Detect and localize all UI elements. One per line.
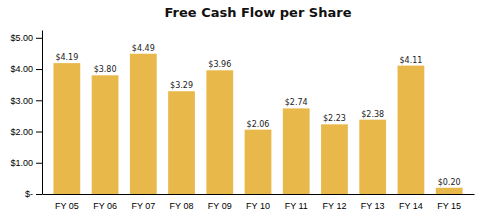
x-tick-label: FY 09 bbox=[208, 201, 232, 211]
x-tick: FY 08 bbox=[170, 201, 194, 211]
bar bbox=[53, 63, 80, 194]
x-tick-label: FY 15 bbox=[437, 201, 461, 211]
bar bbox=[321, 124, 348, 194]
x-tick: FY 07 bbox=[131, 201, 155, 211]
bar bbox=[398, 66, 425, 194]
y-tick-mark bbox=[36, 69, 42, 70]
data-label: $2.38 bbox=[361, 110, 384, 119]
x-tick-label: FY 14 bbox=[399, 201, 423, 211]
chart: Free Cash Flow per Share$4.19$3.80$4.49$… bbox=[0, 0, 484, 216]
x-axis: FY 05 FY 06 FY 07 FY 08 FY 09 FY 10 FY 11 FY 12… bbox=[43, 195, 475, 212]
data-label: $4.11 bbox=[399, 56, 422, 65]
y-tick: $2.00 bbox=[10, 127, 42, 137]
x-tick-label: FY 05 bbox=[55, 201, 79, 211]
data-label: $2.74 bbox=[285, 98, 308, 107]
data-label: $0.20 bbox=[438, 178, 461, 187]
x-tick-label: FY 08 bbox=[170, 201, 194, 211]
data-label: $3.29 bbox=[170, 81, 193, 90]
y-tick: $5.00 bbox=[10, 33, 42, 43]
x-tick: FY 11 bbox=[285, 201, 308, 211]
x-tick: FY 09 bbox=[208, 201, 232, 211]
data-label: $3.96 bbox=[208, 60, 231, 69]
x-tick: FY 10 bbox=[246, 201, 270, 211]
y-tick-label: $4.00 bbox=[10, 64, 33, 74]
data-labels: $4.19 $3.80 $4.49 $3.29 $3.96 $2.06 $2.74 $2.23… bbox=[55, 44, 460, 187]
x-tick: FY 05 bbox=[55, 201, 79, 211]
x-tick-label: FY 06 bbox=[93, 201, 117, 211]
bar bbox=[283, 108, 310, 194]
x-tick: FY 13 bbox=[361, 201, 385, 211]
x-tick-label: FY 07 bbox=[131, 201, 155, 211]
y-tick-mark bbox=[36, 38, 42, 39]
x-tick: FY 06 bbox=[93, 201, 117, 211]
y-axis-line bbox=[42, 31, 43, 195]
x-tick-label: FY 12 bbox=[323, 201, 347, 211]
y-tick-mark bbox=[36, 100, 42, 101]
data-label: $2.23 bbox=[323, 114, 346, 123]
bar bbox=[206, 70, 233, 194]
x-axis-line bbox=[43, 194, 475, 195]
bar bbox=[436, 188, 463, 194]
y-tick-label: $1.00 bbox=[10, 158, 33, 168]
y-tick-mark bbox=[36, 132, 42, 133]
x-tick-label: FY 10 bbox=[246, 201, 270, 211]
x-tick: FY 12 bbox=[323, 201, 347, 211]
plot-area: $4.19 $3.80 $4.49 $3.29 $3.96 $2.06 $2.74 $2.23… bbox=[10, 31, 474, 212]
bar bbox=[245, 130, 272, 194]
bar bbox=[92, 75, 119, 194]
x-tick-label: FY 11 bbox=[285, 201, 308, 211]
chart-title: Free Cash Flow per Share bbox=[165, 5, 352, 20]
y-tick-mark bbox=[36, 194, 42, 195]
bar bbox=[130, 54, 157, 194]
bar bbox=[359, 120, 386, 194]
y-tick-label: $- bbox=[25, 189, 33, 199]
data-label: $4.19 bbox=[55, 53, 78, 62]
y-tick-mark bbox=[36, 163, 42, 164]
y-tick: $4.00 bbox=[10, 64, 42, 74]
data-label: $2.06 bbox=[247, 120, 270, 129]
y-tick-label: $3.00 bbox=[10, 96, 33, 106]
x-tick: FY 15 bbox=[437, 201, 461, 211]
x-tick-label: FY 13 bbox=[361, 201, 385, 211]
y-tick: $- bbox=[25, 189, 42, 199]
y-tick: $3.00 bbox=[10, 96, 42, 106]
bars bbox=[53, 54, 462, 194]
data-label: $3.80 bbox=[94, 65, 117, 74]
y-axis: $- $1.00 $2.00 $3.00 $4.00 $5.00 bbox=[10, 31, 42, 200]
x-tick: FY 14 bbox=[399, 201, 423, 211]
y-tick: $1.00 bbox=[10, 158, 42, 168]
y-tick-label: $5.00 bbox=[10, 33, 33, 43]
bar bbox=[168, 91, 195, 194]
data-label: $4.49 bbox=[132, 44, 155, 53]
y-tick-label: $2.00 bbox=[10, 127, 33, 137]
